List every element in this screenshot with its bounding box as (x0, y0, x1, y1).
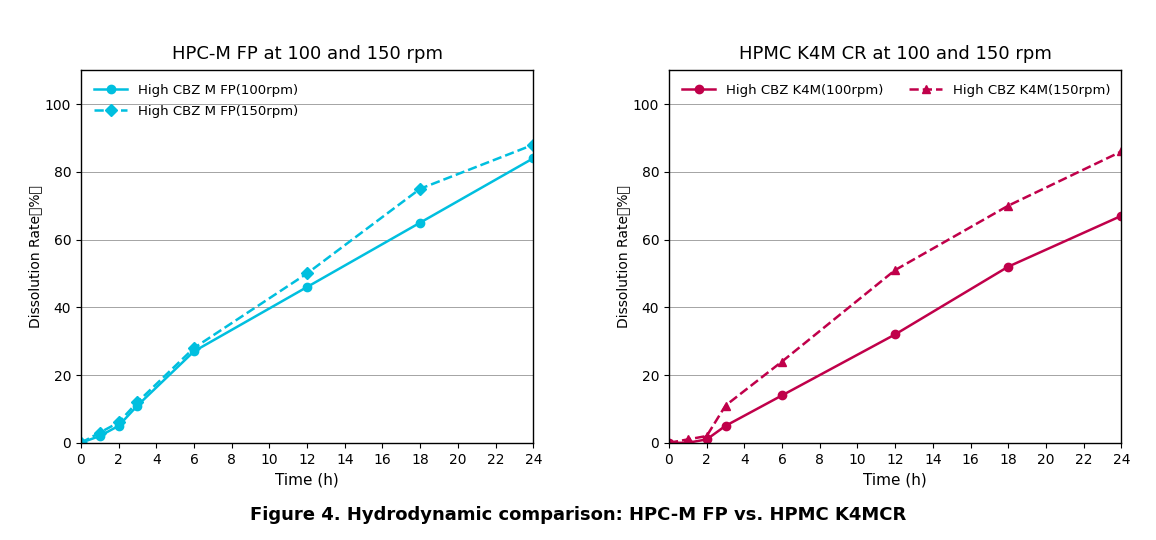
High CBZ M FP(100rpm) (131, 402, 144, 409)
High CBZ M FP(150rpm) (526, 141, 540, 148)
Title: HPMC K4M CR at 100 and 150 rpm: HPMC K4M CR at 100 and 150 rpm (739, 45, 1052, 63)
Text: Figure 4. Hydrodynamic comparison: HPC-M FP vs. HPMC K4MCR: Figure 4. Hydrodynamic comparison: HPC-M… (250, 506, 906, 524)
High CBZ K4M(100rpm) (888, 331, 902, 338)
High CBZ M FP(100rpm) (187, 348, 201, 355)
High CBZ K4M(150rpm) (681, 436, 695, 443)
High CBZ K4M(150rpm) (776, 358, 790, 365)
High CBZ K4M(150rpm) (1114, 148, 1128, 155)
High CBZ M FP(150rpm) (112, 419, 126, 426)
Y-axis label: Dissolution Rate（%）: Dissolution Rate（%） (28, 185, 42, 328)
High CBZ M FP(150rpm) (301, 270, 314, 276)
High CBZ K4M(150rpm) (699, 433, 713, 439)
Line: High CBZ K4M(100rpm): High CBZ K4M(100rpm) (665, 212, 1126, 447)
High CBZ M FP(150rpm) (131, 399, 144, 406)
High CBZ K4M(150rpm) (888, 267, 902, 273)
Title: HPC-M FP at 100 and 150 rpm: HPC-M FP at 100 and 150 rpm (171, 45, 443, 63)
High CBZ M FP(100rpm) (301, 284, 314, 290)
High CBZ K4M(100rpm) (1114, 213, 1128, 219)
High CBZ K4M(100rpm) (776, 392, 790, 399)
High CBZ K4M(100rpm) (681, 440, 695, 446)
High CBZ M FP(100rpm) (112, 423, 126, 429)
High CBZ K4M(100rpm) (719, 423, 733, 429)
Legend: High CBZ K4M(100rpm), High CBZ K4M(150rpm): High CBZ K4M(100rpm), High CBZ K4M(150rp… (675, 77, 1117, 104)
High CBZ K4M(150rpm) (1001, 202, 1015, 209)
Line: High CBZ M FP(150rpm): High CBZ M FP(150rpm) (76, 140, 538, 447)
High CBZ K4M(150rpm) (719, 402, 733, 409)
High CBZ K4M(100rpm) (699, 436, 713, 443)
High CBZ K4M(100rpm) (1001, 264, 1015, 270)
High CBZ M FP(100rpm) (74, 440, 88, 446)
X-axis label: Time (h): Time (h) (864, 472, 927, 487)
Y-axis label: Dissolution Rate（%）: Dissolution Rate（%） (616, 185, 630, 328)
Legend: High CBZ M FP(100rpm), High CBZ M FP(150rpm): High CBZ M FP(100rpm), High CBZ M FP(150… (88, 77, 304, 125)
High CBZ M FP(100rpm) (526, 155, 540, 161)
High CBZ M FP(150rpm) (413, 186, 427, 192)
High CBZ M FP(150rpm) (74, 440, 88, 446)
High CBZ M FP(100rpm) (92, 433, 106, 439)
High CBZ M FP(150rpm) (187, 345, 201, 351)
Line: High CBZ K4M(150rpm): High CBZ K4M(150rpm) (665, 147, 1126, 447)
X-axis label: Time (h): Time (h) (275, 472, 339, 487)
Line: High CBZ M FP(100rpm): High CBZ M FP(100rpm) (76, 154, 538, 447)
High CBZ M FP(150rpm) (92, 429, 106, 436)
High CBZ M FP(100rpm) (413, 219, 427, 226)
High CBZ K4M(150rpm) (662, 440, 676, 446)
High CBZ K4M(100rpm) (662, 440, 676, 446)
